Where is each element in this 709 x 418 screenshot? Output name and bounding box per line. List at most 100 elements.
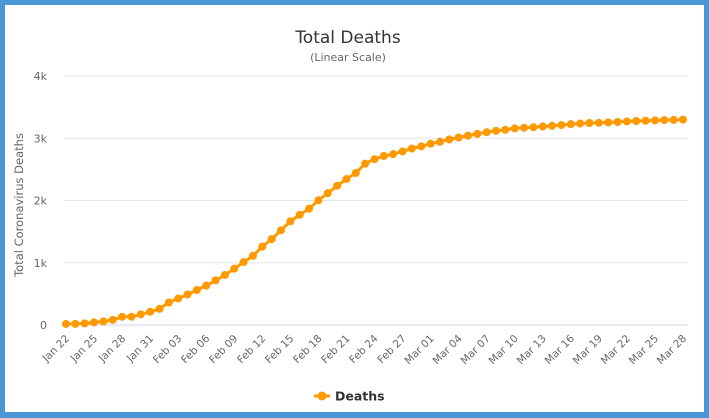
data-point [604, 118, 613, 127]
data-point [492, 126, 501, 135]
data-point [277, 226, 286, 235]
data-point [99, 317, 108, 326]
data-point [641, 116, 650, 125]
data-point [622, 117, 631, 126]
x-tick-label: Mar 28 [655, 333, 689, 367]
data-point [239, 258, 248, 267]
data-point [248, 251, 257, 260]
y-tick-label: 3k [34, 132, 48, 145]
data-point [174, 294, 183, 303]
data-point [155, 304, 164, 313]
data-point [71, 319, 80, 328]
data-point [351, 168, 360, 177]
data-point [566, 120, 575, 129]
x-tick-label: Feb 24 [347, 332, 381, 366]
data-point [220, 270, 229, 279]
y-tick-label: 1k [34, 257, 48, 270]
x-tick-label: Feb 15 [263, 333, 296, 366]
data-point [482, 128, 491, 137]
series-line-deaths [66, 118, 684, 326]
data-point [510, 124, 519, 133]
data-point [585, 118, 594, 127]
data-point [211, 276, 220, 285]
x-tick-label: Mar 01 [402, 333, 436, 367]
data-point [90, 318, 99, 327]
data-point [557, 120, 566, 129]
data-point [632, 117, 641, 126]
data-point [548, 121, 557, 130]
y-tick-label: 4k [34, 70, 48, 83]
y-tick-label: 2k [34, 195, 48, 208]
data-point [445, 135, 454, 144]
data-point [183, 290, 192, 299]
data-point [164, 298, 173, 307]
data-point [463, 131, 472, 140]
x-tick-label: Jan 22 [40, 333, 72, 365]
legend-marker [317, 391, 327, 401]
data-point [501, 125, 510, 134]
data-point [258, 242, 267, 251]
data-point [529, 123, 538, 132]
chart-title: Total Deaths [294, 28, 401, 48]
data-point [295, 210, 304, 219]
data-point [286, 217, 295, 226]
data-point [407, 144, 416, 153]
x-tick-label: Mar 13 [515, 333, 549, 367]
x-tick-label: Jan 31 [124, 333, 156, 365]
x-tick-label: Feb 06 [179, 332, 213, 366]
x-tick-label: Feb 18 [291, 333, 324, 366]
x-tick-label: Mar 25 [627, 333, 661, 367]
data-point [370, 155, 379, 164]
data-point [454, 133, 463, 142]
x-tick-label: Feb 03 [151, 333, 184, 366]
data-point [426, 139, 435, 148]
chart-svg: Total Deaths (Linear Scale) Total Corona… [12, 28, 689, 404]
data-point [576, 119, 585, 128]
data-point [62, 319, 70, 328]
data-point [361, 159, 370, 168]
data-point [417, 142, 426, 151]
data-point [80, 319, 89, 328]
data-point [323, 189, 332, 198]
data-point [108, 315, 117, 324]
x-tick-label: Mar 07 [458, 333, 492, 367]
x-tick-label: Jan 25 [68, 333, 100, 365]
data-point [136, 310, 145, 319]
data-point [538, 122, 547, 131]
data-point [267, 235, 276, 244]
legend-item-deaths[interactable]: Deaths [314, 389, 385, 404]
data-point [314, 196, 323, 205]
data-point [398, 147, 407, 156]
x-tick-label: Mar 16 [543, 332, 578, 367]
data-point [435, 137, 444, 146]
x-tick-label: Feb 09 [207, 333, 240, 366]
data-point [389, 150, 398, 159]
y-tick-label: 0 [40, 319, 47, 332]
data-point [679, 115, 687, 124]
data-point [650, 116, 659, 125]
data-point [202, 281, 211, 290]
data-point [305, 204, 314, 213]
data-point [613, 118, 622, 127]
x-tick-label: Feb 12 [235, 333, 268, 366]
chart-container: Total Deaths (Linear Scale) Total Corona… [5, 5, 704, 412]
data-point [230, 264, 239, 273]
x-tick-label: Mar 22 [599, 333, 633, 367]
data-point [333, 181, 342, 190]
data-point [118, 312, 127, 321]
data-point [520, 123, 529, 132]
x-tick-label: Feb 21 [319, 333, 352, 366]
chart-subtitle: (Linear Scale) [310, 51, 386, 64]
data-point [669, 115, 678, 124]
data-point [594, 118, 603, 127]
data-point [146, 307, 155, 316]
x-tick-label: Jan 28 [96, 333, 128, 365]
data-point [473, 129, 482, 138]
x-tick-label: Mar 19 [571, 333, 605, 367]
x-tick-label: Mar 04 [430, 332, 465, 367]
data-point [379, 151, 388, 160]
data-point [342, 175, 351, 184]
y-axis-label: Total Coronavirus Deaths [12, 133, 26, 278]
x-tick-label: Mar 10 [487, 333, 521, 367]
legend-label: Deaths [335, 389, 385, 404]
